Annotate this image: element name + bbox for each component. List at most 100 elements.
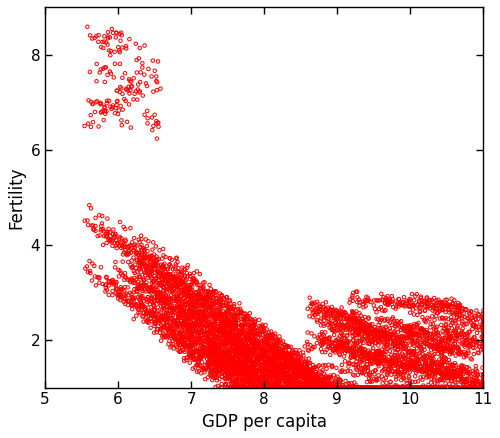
Point	[174, 314, 182, 321]
Point	[222, 309, 230, 316]
Point	[282, 384, 290, 391]
Point	[240, 326, 248, 333]
Point	[362, 355, 370, 362]
Point	[372, 328, 380, 335]
Point	[226, 373, 234, 380]
Point	[396, 384, 404, 391]
Point	[154, 267, 162, 274]
Point	[166, 344, 174, 351]
Point	[290, 384, 298, 391]
Point	[164, 341, 172, 348]
Point	[282, 384, 290, 391]
Point	[218, 303, 226, 310]
Point	[334, 384, 342, 391]
Point	[264, 337, 272, 344]
Point	[375, 336, 383, 343]
Point	[342, 315, 350, 322]
Point	[273, 349, 281, 356]
Point	[128, 301, 136, 308]
Point	[378, 384, 386, 391]
Point	[416, 384, 424, 391]
Point	[333, 384, 341, 391]
Point	[116, 83, 124, 90]
Point	[136, 69, 144, 76]
Point	[178, 339, 186, 346]
Point	[166, 307, 173, 314]
Point	[108, 237, 116, 244]
Point	[136, 239, 143, 246]
Point	[154, 290, 162, 297]
Point	[245, 384, 253, 391]
Point	[276, 361, 284, 368]
Point	[364, 329, 372, 336]
Point	[347, 348, 355, 355]
Point	[210, 328, 218, 336]
Point	[454, 346, 462, 353]
Point	[480, 317, 488, 324]
Point	[183, 304, 191, 311]
Point	[346, 384, 354, 391]
Point	[364, 347, 372, 354]
Point	[178, 328, 186, 335]
Point	[321, 384, 329, 391]
Point	[348, 384, 356, 391]
Point	[223, 370, 231, 377]
Point	[332, 364, 340, 371]
Point	[168, 272, 176, 279]
Point	[182, 288, 190, 295]
Point	[180, 334, 188, 341]
Point	[265, 329, 273, 336]
Point	[250, 336, 258, 343]
Point	[230, 356, 238, 363]
Point	[180, 297, 188, 304]
Point	[403, 384, 411, 391]
Point	[228, 352, 236, 359]
Point	[189, 307, 197, 314]
Point	[258, 375, 266, 382]
Point	[366, 384, 374, 391]
Point	[332, 384, 340, 391]
Point	[406, 384, 414, 391]
Point	[330, 384, 338, 391]
Point	[366, 384, 374, 391]
Point	[106, 52, 114, 59]
Point	[398, 361, 406, 368]
Point	[320, 322, 328, 329]
Point	[312, 369, 320, 376]
Point	[138, 263, 145, 270]
Point	[236, 364, 244, 371]
Point	[314, 383, 322, 390]
Point	[419, 367, 427, 374]
Point	[268, 384, 276, 391]
Point	[372, 356, 380, 363]
Point	[209, 318, 217, 325]
Point	[174, 289, 182, 296]
Point	[465, 343, 473, 350]
Point	[232, 378, 240, 385]
Point	[440, 301, 448, 308]
Point	[385, 384, 393, 391]
Point	[112, 237, 120, 244]
Point	[334, 322, 342, 329]
Point	[353, 330, 361, 337]
Point	[136, 309, 144, 316]
Point	[459, 379, 467, 386]
Point	[236, 360, 244, 367]
Point	[401, 369, 409, 376]
Point	[339, 340, 347, 347]
Point	[362, 329, 370, 336]
Point	[435, 367, 443, 374]
Point	[443, 367, 451, 374]
Point	[359, 353, 367, 360]
Point	[301, 368, 309, 375]
Point	[244, 318, 252, 325]
Point	[162, 276, 170, 283]
Point	[462, 379, 469, 386]
Point	[395, 384, 403, 391]
Point	[280, 371, 288, 378]
Point	[243, 384, 251, 391]
Point	[110, 235, 118, 242]
Point	[454, 384, 462, 391]
Point	[196, 308, 204, 315]
Point	[379, 384, 387, 391]
